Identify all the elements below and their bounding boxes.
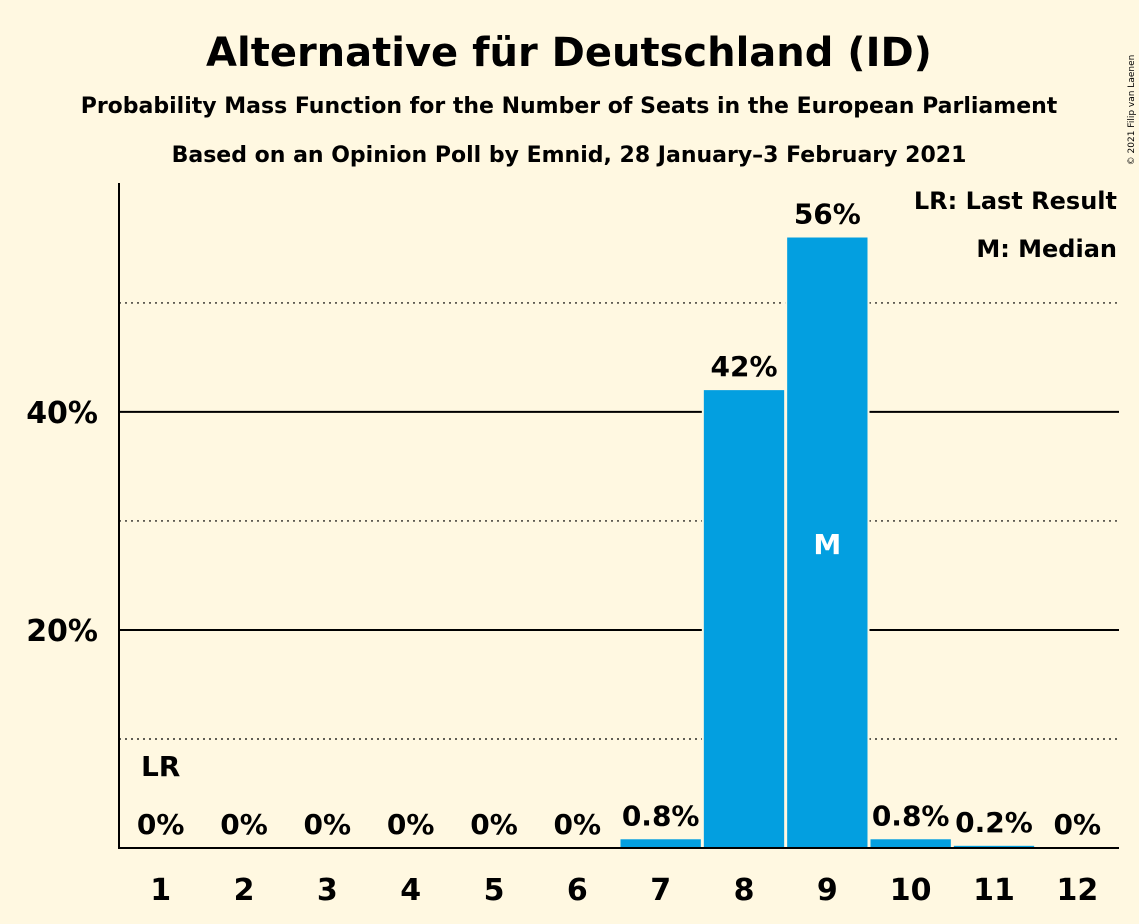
bar-value-label: 0% — [470, 808, 518, 841]
bar-9 — [787, 237, 868, 849]
bar-value-label: 0% — [387, 808, 435, 841]
bar-value-label: 0% — [137, 808, 185, 841]
y-tick-label: 20% — [26, 614, 98, 649]
bar-value-label: 0% — [554, 808, 602, 841]
bar-value-label: 42% — [710, 350, 777, 383]
legend-median: M: Median — [976, 235, 1117, 263]
x-tick-label: 1 — [150, 873, 171, 908]
x-tick-label: 6 — [567, 873, 588, 908]
bar-value-label: 0.8% — [622, 799, 700, 832]
x-tick-label: 10 — [890, 873, 932, 908]
copyright: © 2021 Filip van Laenen — [1127, 55, 1137, 166]
gridlines — [119, 302, 1119, 740]
x-tick-label: 9 — [817, 873, 838, 908]
bar-10 — [870, 839, 951, 848]
y-tick-label: 40% — [26, 396, 98, 431]
x-tick-label: 4 — [400, 873, 421, 908]
x-tick-label: 8 — [734, 873, 755, 908]
chart-subtitle-poll: Based on an Opinion Poll by Emnid, 28 Ja… — [172, 143, 967, 168]
chart-title: Alternative für Deutschland (ID) — [206, 30, 932, 76]
y-tick-labels: 20% 40% — [26, 396, 98, 649]
bar-value-label: 56% — [794, 198, 861, 231]
bar-labels: 0%LR0% 0% 0% 0% 0% 0.8%42%56%M0.8% 0.2% 0% — [137, 198, 1101, 841]
x-tick-label: 3 — [317, 873, 338, 908]
x-tick-label: 11 — [973, 873, 1015, 908]
bars — [618, 235, 1037, 849]
bar-value-label: 0% — [220, 808, 268, 841]
bar-value-label: 0.8% — [872, 799, 950, 832]
x-tick-label: 12 — [1056, 873, 1098, 908]
bar-7 — [620, 839, 701, 848]
x-tick-label: 7 — [650, 873, 671, 908]
bar-value-label: 0% — [304, 808, 352, 841]
x-tick-labels: 1 2 3 4 5 6 7 8 9 10 11 12 — [150, 873, 1098, 908]
bar-11 — [953, 845, 1035, 848]
chart-subtitle: Probability Mass Function for the Number… — [81, 94, 1058, 119]
bar-value-label: 0% — [1054, 808, 1102, 841]
median-marker: M — [813, 528, 841, 561]
last-result-marker: LR — [141, 750, 180, 783]
x-tick-label: 2 — [234, 873, 255, 908]
legend-last-result: LR: Last Result — [914, 187, 1117, 215]
bar-8 — [703, 390, 785, 848]
bar-value-label: 0.2% — [955, 806, 1033, 839]
x-tick-label: 5 — [484, 873, 505, 908]
